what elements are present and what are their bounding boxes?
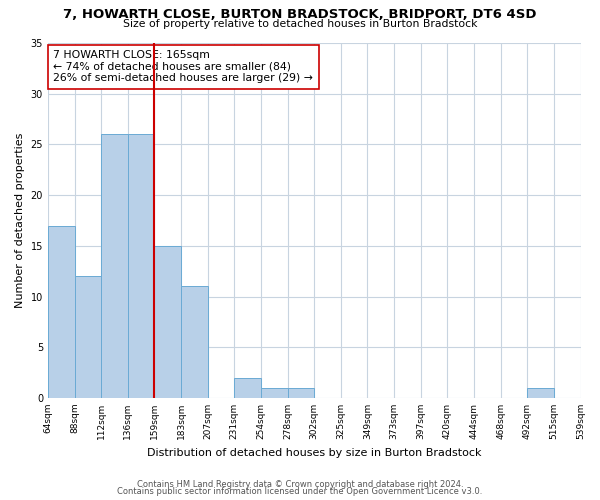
- Bar: [154, 246, 181, 398]
- X-axis label: Distribution of detached houses by size in Burton Bradstock: Distribution of detached houses by size …: [147, 448, 481, 458]
- Bar: [235, 378, 261, 398]
- Bar: [287, 388, 314, 398]
- Text: Contains public sector information licensed under the Open Government Licence v3: Contains public sector information licen…: [118, 487, 482, 496]
- Bar: [128, 134, 154, 398]
- Bar: [527, 388, 554, 398]
- Y-axis label: Number of detached properties: Number of detached properties: [15, 133, 25, 308]
- Bar: [181, 286, 208, 398]
- Bar: [48, 226, 74, 398]
- Bar: [101, 134, 128, 398]
- Text: 7, HOWARTH CLOSE, BURTON BRADSTOCK, BRIDPORT, DT6 4SD: 7, HOWARTH CLOSE, BURTON BRADSTOCK, BRID…: [63, 8, 537, 20]
- Text: 7 HOWARTH CLOSE: 165sqm
← 74% of detached houses are smaller (84)
26% of semi-de: 7 HOWARTH CLOSE: 165sqm ← 74% of detache…: [53, 50, 313, 84]
- Bar: [261, 388, 287, 398]
- Text: Size of property relative to detached houses in Burton Bradstock: Size of property relative to detached ho…: [123, 19, 477, 29]
- Text: Contains HM Land Registry data © Crown copyright and database right 2024.: Contains HM Land Registry data © Crown c…: [137, 480, 463, 489]
- Bar: [74, 276, 101, 398]
